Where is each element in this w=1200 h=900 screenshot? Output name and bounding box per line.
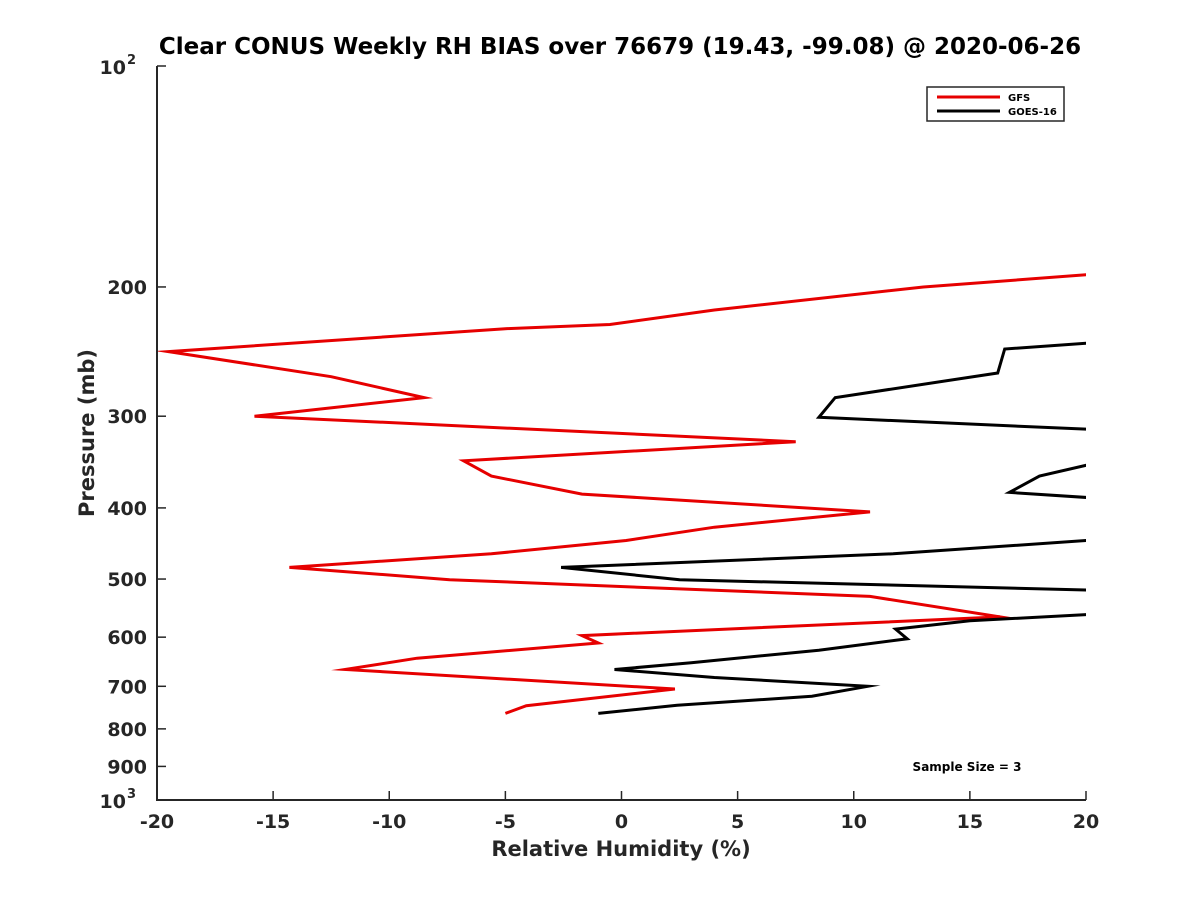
- x-tick-label: 0: [615, 811, 628, 833]
- legend: GFS GOES-16: [926, 86, 1065, 122]
- y-tick-label: 10: [100, 791, 126, 813]
- x-tick-label: 15: [957, 811, 983, 833]
- series-lines: [157, 273, 1086, 715]
- y-tick-label: 900: [107, 756, 147, 778]
- y-tick-label: 600: [107, 627, 147, 649]
- x-tick-label: -20: [140, 811, 174, 833]
- y-tick-label: 400: [107, 498, 147, 520]
- sample-size-annotation: Sample Size = 3: [913, 760, 1022, 774]
- y-tick-exponent: 3: [127, 787, 136, 802]
- legend-label: GFS: [1008, 93, 1030, 104]
- x-tick-label: -15: [256, 811, 290, 833]
- y-tick-label: 500: [107, 569, 147, 591]
- y-tick-exponent: 2: [127, 53, 136, 68]
- x-ticks: -20 -15 -10 -5 0 5 10 15 20: [140, 791, 1099, 833]
- y-tick-label: 700: [107, 676, 147, 698]
- y-tick-label: 300: [107, 406, 147, 428]
- legend-box: [926, 86, 1065, 122]
- series-line-gfs: [157, 273, 1086, 715]
- x-tick-label: -5: [495, 811, 516, 833]
- chart-title: Clear CONUS Weekly RH BIAS over 76679 (1…: [159, 34, 1081, 60]
- y-tick-label: 800: [107, 719, 147, 741]
- x-tick-label: -10: [372, 811, 406, 833]
- y-tick-label: 200: [107, 277, 147, 299]
- series-line-goes-16: [560, 341, 1086, 715]
- x-tick-label: 20: [1073, 811, 1099, 833]
- y-axis-label: Pressure (mb): [75, 349, 99, 517]
- x-tick-label: 5: [731, 811, 744, 833]
- y-tick-label: 10: [100, 57, 126, 79]
- x-tick-label: 10: [841, 811, 867, 833]
- legend-label: GOES-16: [1008, 107, 1057, 118]
- x-axis-label: Relative Humidity (%): [491, 837, 750, 861]
